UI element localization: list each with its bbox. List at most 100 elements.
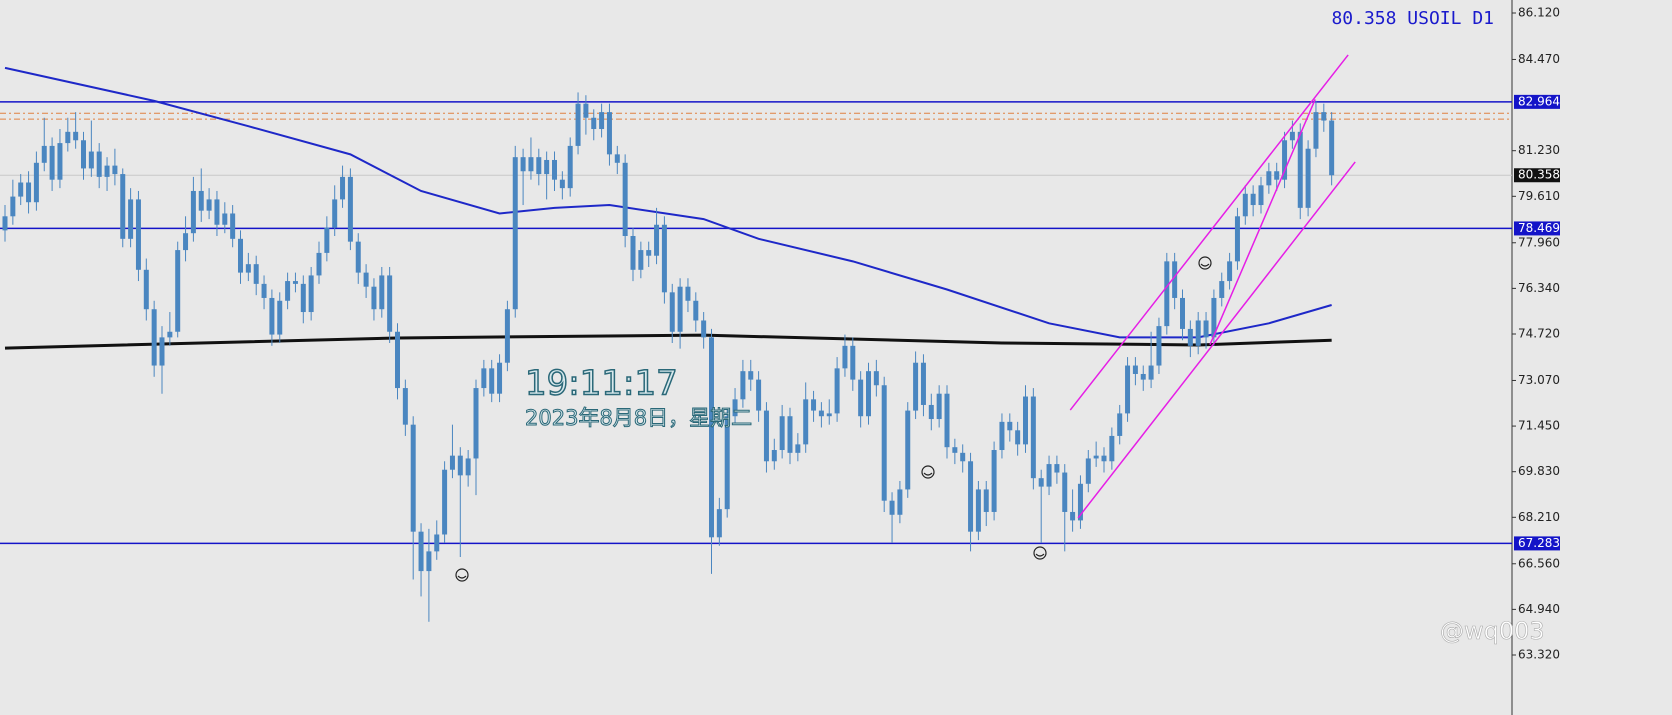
candle-body [709, 337, 714, 538]
candle-body [740, 371, 746, 400]
candle-body [449, 455, 455, 470]
candle-body [991, 450, 997, 512]
candle-body [214, 199, 220, 225]
candle-body [434, 534, 440, 552]
candle-body [1164, 261, 1170, 327]
candle-body [763, 410, 769, 462]
candle-body [387, 275, 393, 332]
candle-body [206, 199, 212, 211]
candle-body [198, 190, 204, 211]
candle-body [795, 444, 801, 453]
candle-body [18, 182, 24, 197]
candle-body [395, 331, 400, 389]
y-tick-label: 84.470 [1518, 52, 1560, 66]
candle-body [512, 157, 518, 310]
candle-body [1156, 326, 1162, 366]
candle-body [1219, 281, 1225, 298]
candle-body [347, 176, 353, 242]
candle-body [292, 281, 298, 284]
candle-body [1313, 112, 1319, 149]
candle-body [999, 421, 1005, 451]
candle-body [1117, 413, 1123, 436]
y-tick-label: 77.960 [1518, 235, 1560, 249]
price-axis: 86.120 84.470 81.230 79.610 77.960 76.340 74.7… [1512, 6, 1560, 662]
candle-body [465, 458, 471, 476]
candle-body [732, 399, 738, 417]
candle-body [567, 145, 573, 189]
candle-body [944, 393, 950, 448]
candle-body [1038, 478, 1044, 487]
candle-body [402, 388, 408, 425]
candle-body [928, 404, 934, 420]
candle-body [41, 145, 47, 163]
candle-body [481, 368, 487, 389]
moving-average [4, 66, 1332, 339]
candle-body [536, 157, 542, 175]
candle-body [1180, 297, 1185, 329]
candle-body [583, 103, 589, 118]
candle-body [363, 272, 369, 287]
candle-body [128, 199, 134, 239]
candle-body [371, 286, 377, 310]
candle-body [1203, 320, 1209, 338]
candle-body [1062, 472, 1068, 512]
candle-body [630, 236, 636, 270]
candle-body [756, 379, 762, 411]
candle-body [332, 199, 338, 228]
candle-body [842, 345, 848, 369]
candle-body [49, 145, 55, 180]
candle-body [669, 292, 675, 332]
candle-body [1172, 261, 1178, 298]
candle-body [308, 275, 314, 313]
candle-body [1148, 365, 1154, 380]
candle-body [685, 286, 691, 301]
candle-body [33, 162, 39, 203]
candle-body [1125, 365, 1131, 414]
candle-body [1109, 435, 1115, 462]
y-tick-label: 86.120 [1518, 6, 1560, 20]
candle-body [1030, 396, 1036, 479]
candle-body [1274, 171, 1280, 180]
candle-body [850, 345, 856, 380]
y-tick-label: 63.320 [1518, 648, 1560, 662]
candle-body [881, 385, 887, 501]
candle-body [324, 227, 330, 253]
candle-body [614, 154, 620, 163]
candle-body [975, 489, 981, 532]
plot-area [0, 54, 1512, 622]
candle-body [473, 388, 479, 459]
candle-body [2, 216, 8, 231]
candle-body [1093, 455, 1099, 459]
candle-body [606, 112, 612, 155]
candle-body [834, 368, 840, 414]
level-label: 82.964 [1518, 94, 1560, 108]
candle-body [1187, 328, 1193, 346]
candle-body [1070, 511, 1076, 521]
clock-time: 19:11:17 [525, 364, 678, 404]
candle-body [245, 264, 251, 273]
candle-body [1195, 320, 1201, 346]
candle-body [1211, 297, 1217, 338]
y-tick-label: 76.340 [1518, 281, 1560, 295]
candle-body [936, 393, 942, 420]
y-tick-label: 74.720 [1518, 327, 1560, 341]
candle-body [787, 416, 793, 453]
candle-body [858, 379, 864, 417]
level-box [1514, 221, 1560, 236]
y-tick-label: 81.230 [1518, 143, 1560, 157]
level-box [1514, 536, 1560, 551]
candle-body [716, 509, 722, 538]
candle-body [520, 157, 526, 172]
candle-body [253, 264, 259, 284]
candle-body [497, 362, 503, 394]
candle-body [803, 399, 809, 445]
candle-body [897, 489, 903, 515]
candle-body [65, 131, 71, 144]
current-price-box [1514, 168, 1560, 183]
candle-body [1297, 131, 1303, 208]
candle-body [81, 140, 86, 169]
candle-body [1282, 140, 1288, 180]
candle-body [316, 252, 322, 276]
trend-line [1209, 99, 1316, 345]
level-label: 67.283 [1518, 536, 1560, 550]
